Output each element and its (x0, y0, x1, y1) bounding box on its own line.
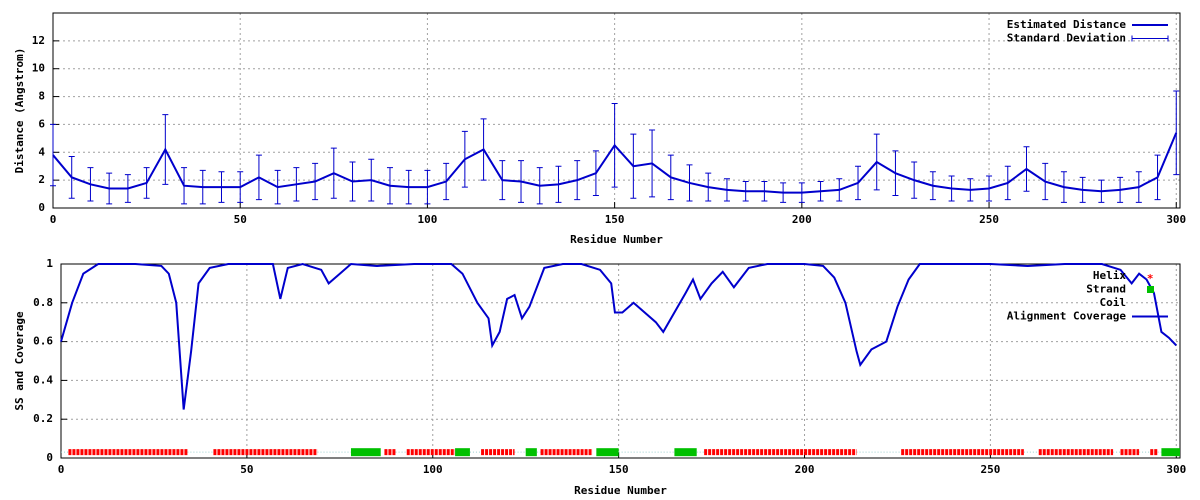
ss-segment (674, 448, 697, 457)
y-tick-label: 0.8 (33, 296, 53, 309)
legend-label: Coil (1100, 296, 1127, 309)
x-tick-label: 150 (609, 463, 629, 476)
y-tick-label: 8 (38, 90, 45, 103)
y-tick-label: 6 (38, 117, 45, 130)
y-tick-label: 4 (38, 145, 45, 158)
y-tick-label: 0.6 (33, 335, 53, 348)
x-axis-label: Residue Number (570, 233, 663, 246)
y-tick-label: 0 (46, 451, 53, 464)
x-tick-label: 0 (50, 213, 57, 226)
plot-frame (52, 12, 1181, 209)
legend-label: Estimated Distance (1007, 18, 1127, 31)
x-tick-label: 250 (979, 213, 999, 226)
legend-swatch (1131, 35, 1169, 42)
x-tick-label: 50 (240, 463, 253, 476)
legend-swatch (1147, 286, 1154, 293)
ss-segment (350, 448, 381, 457)
legend-label: Helix (1093, 269, 1126, 282)
y-tick-label: 0 (38, 201, 45, 214)
data-line (60, 262, 1178, 410)
ss-segment (596, 448, 619, 457)
legend-swatch: ∗ (1147, 270, 1154, 283)
x-tick-label: 200 (792, 213, 812, 226)
y-tick-label: 10 (32, 62, 45, 75)
y-tick-label: 2 (38, 173, 45, 186)
x-tick-label: 250 (980, 463, 1000, 476)
ss-segment (1161, 448, 1180, 457)
y-tick-label: 0.2 (33, 412, 53, 425)
x-axis-label: Residue Number (574, 484, 667, 497)
y-tick-label: 0.4 (33, 373, 53, 386)
ss-segment (455, 448, 470, 457)
plot: 0 0.2 0.4 0.6 0.8 1 0 50 100 150 200 250 300 Residue … (13, 257, 1186, 497)
y-tick-label: 12 (32, 34, 45, 47)
y-tick-label: 1 (46, 257, 53, 270)
legend-label: Alignment Coverage (1007, 310, 1127, 323)
y-axis-label: SS and Coverage (13, 311, 26, 411)
x-tick-label: 0 (58, 463, 65, 476)
error-bar (1173, 90, 1180, 176)
x-tick-label: 200 (795, 463, 815, 476)
legend-label: Standard Deviation (1007, 32, 1126, 45)
x-tick-label: 150 (605, 213, 625, 226)
x-tick-label: 100 (417, 213, 437, 226)
x-tick-label: 300 (1166, 213, 1186, 226)
ss-segment (525, 448, 537, 457)
x-tick-label: 100 (423, 463, 443, 476)
legend-label: Strand (1086, 283, 1126, 296)
x-tick-label: 50 (234, 213, 247, 226)
plot: 0 2 4 6 8 10 12 0 50 100 150 200 250 300 Residue Numbe… (13, 12, 1186, 246)
x-tick-label: 300 (1166, 463, 1186, 476)
y-axis-label: Distance (Angstrom) (13, 48, 26, 174)
plot-frame (60, 263, 1181, 459)
data-line (52, 132, 1178, 194)
